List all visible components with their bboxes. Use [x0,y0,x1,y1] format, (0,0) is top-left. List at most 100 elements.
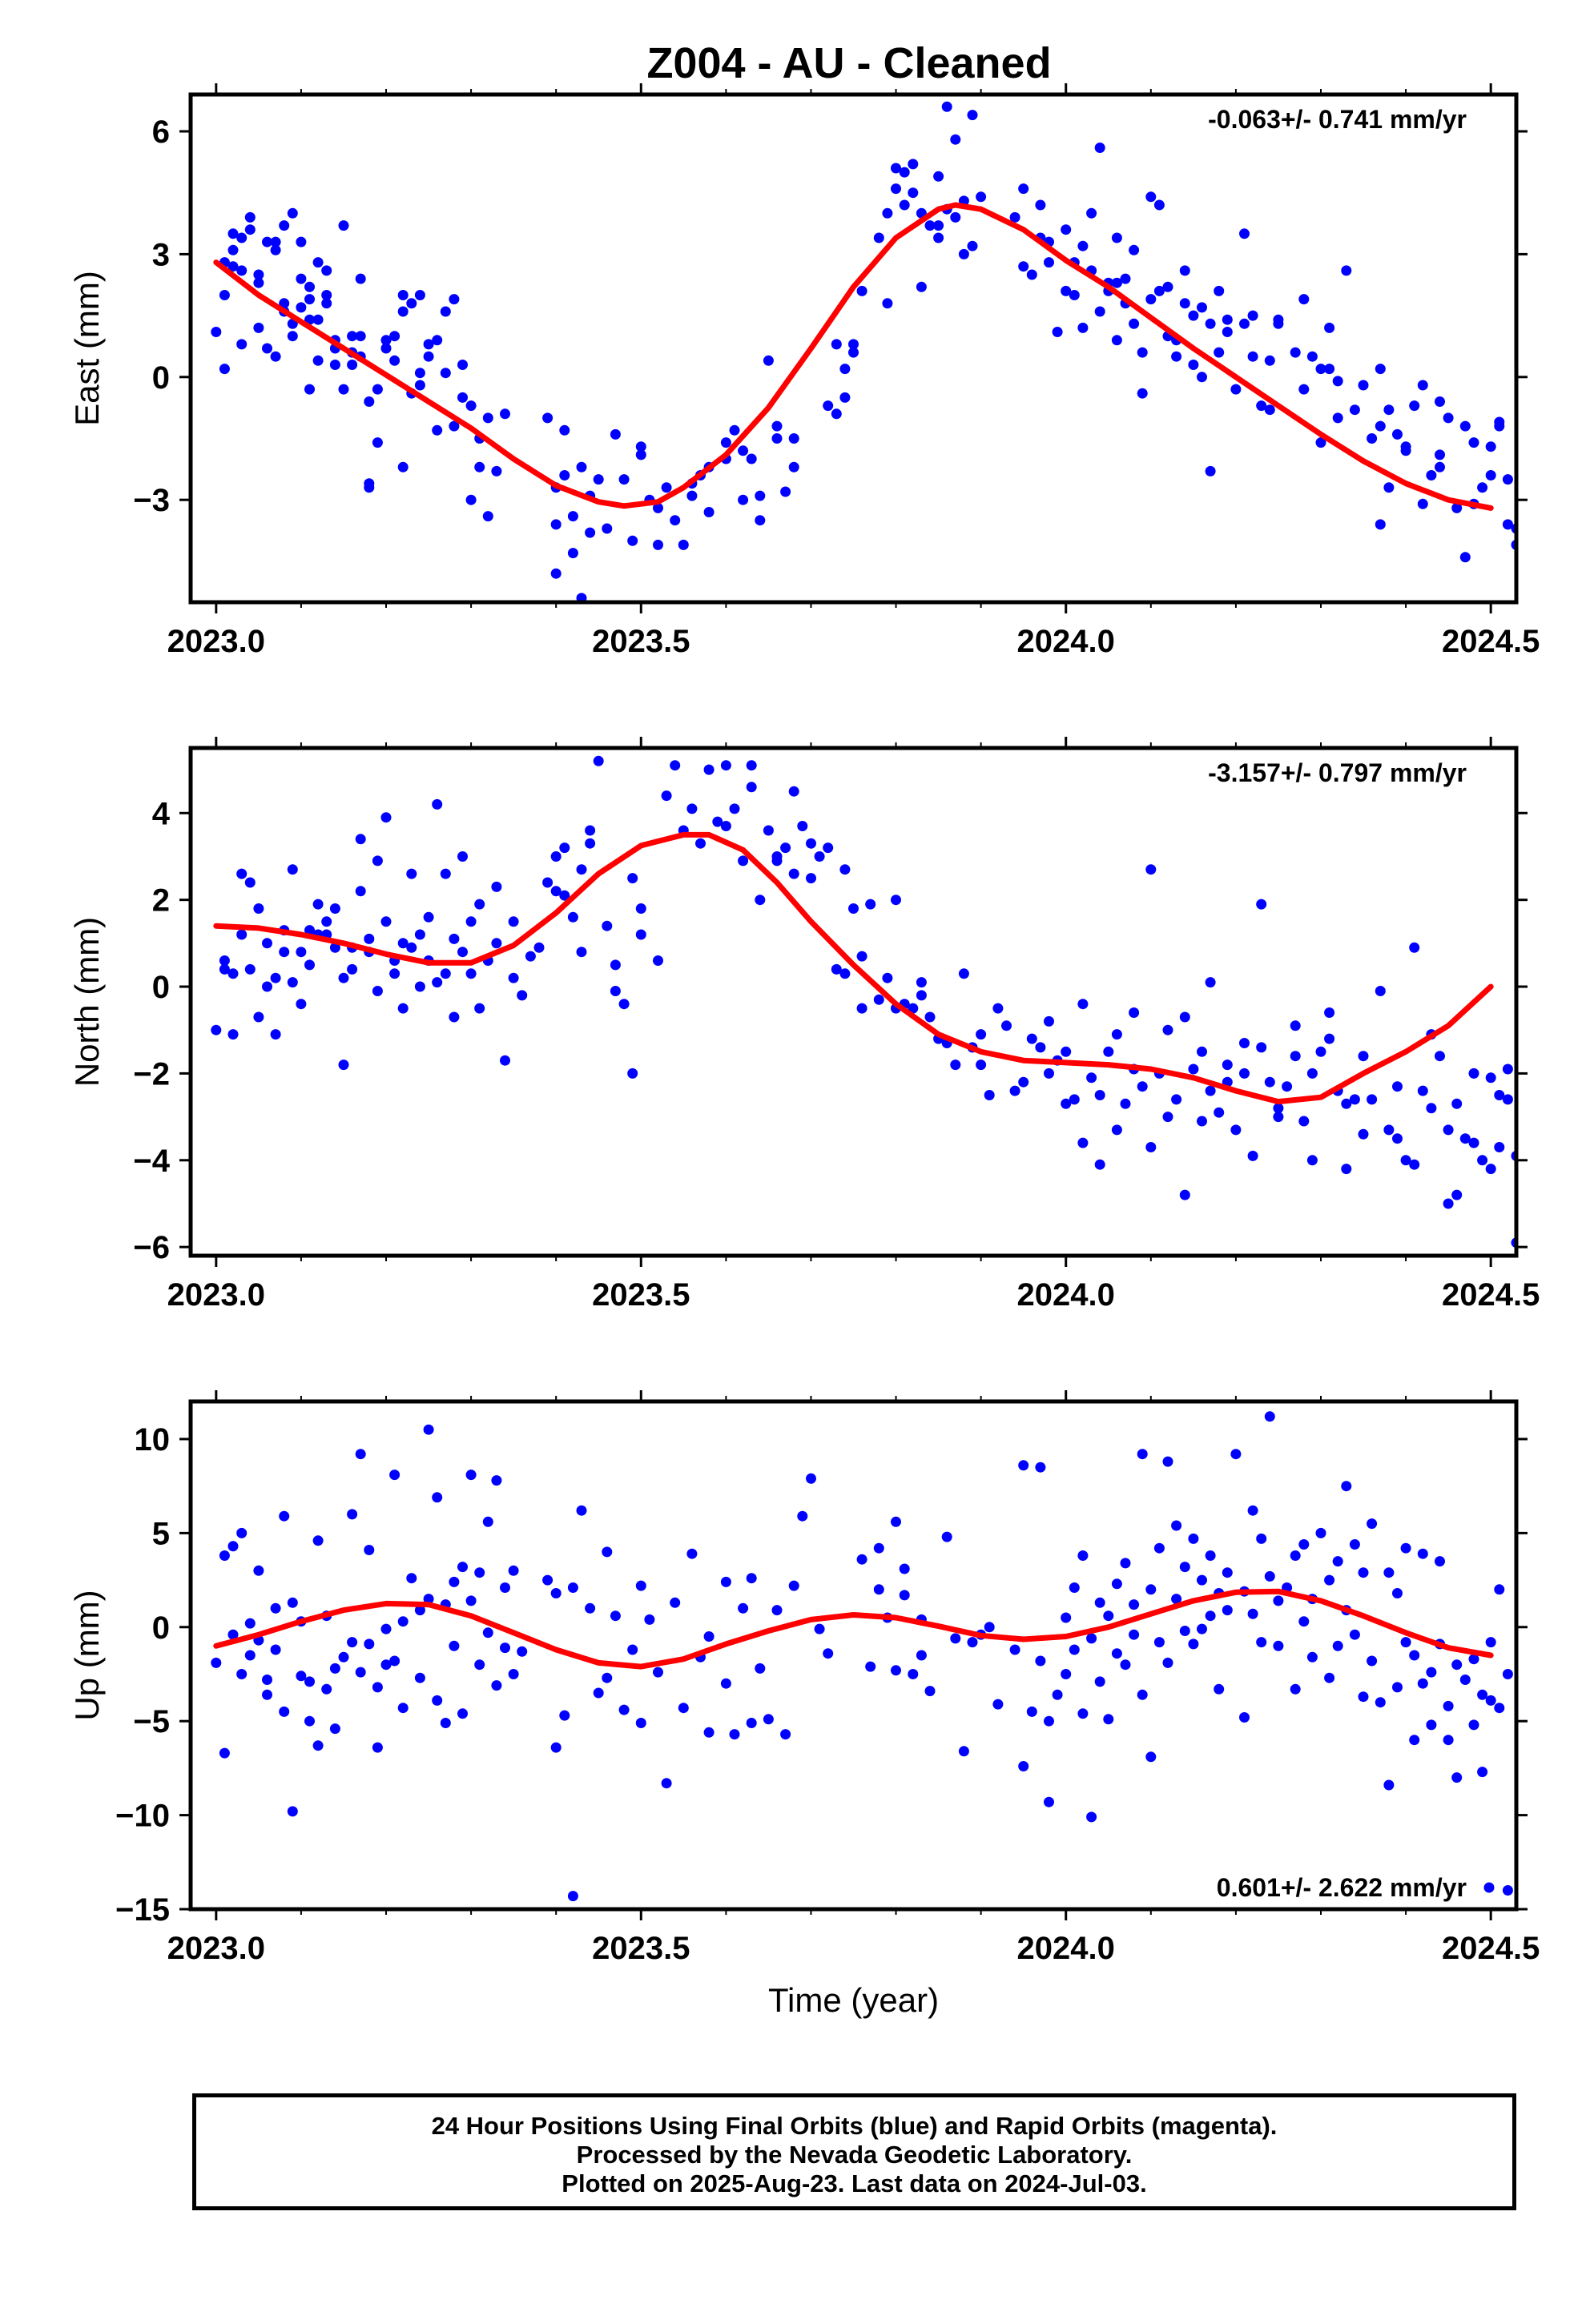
data-point [653,1667,663,1678]
data-point [1426,1719,1437,1731]
data-point [380,335,392,346]
data-point [321,298,332,309]
data-point [1086,1072,1097,1084]
data-point [720,1576,731,1587]
data-point [1554,1094,1564,1104]
data-point [482,1627,493,1638]
data-point [661,482,672,493]
data-point [227,228,239,239]
data-point [635,1718,646,1728]
data-point [916,990,927,1001]
data-point [1171,1520,1182,1531]
data-point [1239,228,1250,239]
data-point [1052,1689,1063,1700]
data-point [1358,1567,1369,1578]
data-point [873,994,884,1005]
data-point [296,273,307,284]
data-point [542,877,553,888]
data-point [355,1667,366,1678]
data-point [899,1563,910,1574]
data-point [984,1622,995,1633]
data-point [1094,306,1105,317]
data-point [1409,942,1420,953]
data-point [559,1710,570,1721]
data-point [525,951,536,962]
data-point [1171,351,1182,362]
data-point [491,938,502,949]
data-point [891,163,901,174]
data-point [882,207,893,219]
data-point [899,167,910,178]
data-point [1451,1098,1463,1109]
data-point [891,1665,901,1676]
data-point [432,1695,443,1706]
data-point [533,942,545,953]
data-point [763,825,774,836]
rate-annotation: -0.063+/- 0.741 mm/yr [1208,105,1467,134]
data-point [1324,1574,1335,1586]
figure-title: Z004 - AU - Cleaned [646,39,1051,87]
data-point [338,384,349,395]
data-point [1554,1164,1564,1174]
data-point [465,494,477,505]
data-point [270,244,281,255]
data-point [423,1594,434,1605]
data-point [1332,1640,1343,1651]
data-point [967,1637,978,1648]
data-point [933,171,944,182]
data-point [635,441,646,452]
data-point [380,343,392,354]
data-point [440,968,451,979]
y-axis-label: East (mm) [68,271,106,426]
data-point [482,1516,493,1527]
y-tick-label: 10 [135,1422,171,1458]
data-point [227,1541,239,1552]
data-point [414,929,425,940]
data-point [831,408,842,420]
data-point [1502,474,1513,485]
data-point [508,1565,519,1576]
y-tick-label: 0 [152,970,170,1005]
data-point [788,868,799,879]
data-point [1392,1682,1403,1693]
data-point [1298,1539,1310,1550]
data-point [262,981,272,992]
data-point [1273,1112,1284,1123]
data-point [635,929,646,940]
data-point [449,933,460,944]
data-point [1315,1046,1326,1057]
data-point [1306,351,1318,362]
data-point [670,760,681,771]
data-point [1383,482,1395,493]
data-point [287,1806,298,1817]
data-point [1162,1024,1173,1035]
data-point [1520,1077,1530,1088]
x-tick-label: 2023.5 [592,624,690,659]
data-point [1137,347,1148,358]
data-point [1392,1588,1403,1598]
data-point [618,474,630,485]
data-point [703,764,714,775]
data-point [1443,1735,1454,1746]
data-point [1077,1550,1089,1561]
data-point [517,990,528,1001]
data-point [1205,977,1216,988]
data-point [253,269,264,280]
data-point [296,999,307,1010]
data-point [1205,318,1216,329]
data-point [670,1597,681,1608]
data-point [432,798,443,810]
data-point [839,864,851,875]
x-tick-label: 2023.0 [167,624,265,659]
data-point [873,1542,884,1554]
data-point [1367,1655,1378,1667]
data-point [627,535,638,546]
data-point [908,187,919,199]
data-point [1417,380,1428,391]
data-point [508,916,519,927]
data-point [1332,412,1343,424]
data-point [440,368,451,379]
data-point [397,938,409,949]
data-point [823,842,834,854]
data-point [1477,482,1488,493]
